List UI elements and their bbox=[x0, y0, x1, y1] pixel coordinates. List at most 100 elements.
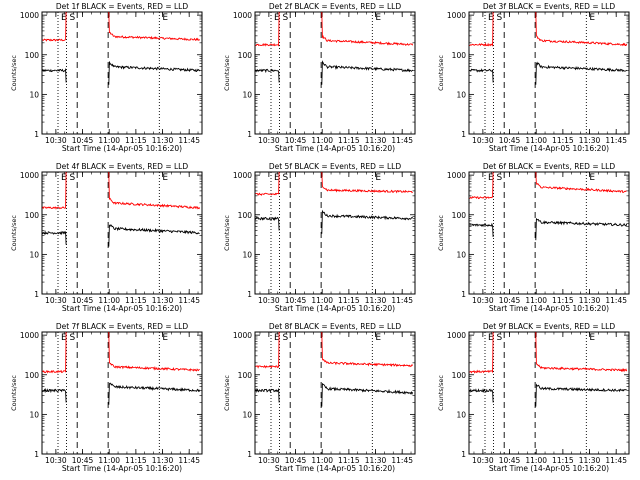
event-rate-line bbox=[321, 209, 413, 234]
lld-rate-line bbox=[255, 171, 280, 196]
y-tick-label: 10 bbox=[29, 410, 39, 419]
y-tick-label: 1 bbox=[34, 130, 39, 139]
x-tick-label: 11:15 bbox=[125, 456, 147, 465]
marker-label: E bbox=[61, 333, 67, 343]
y-tick-label: 1 bbox=[461, 130, 466, 139]
x-axis-label: Start Time (14-Apr-05 10:16:20) bbox=[275, 304, 395, 313]
x-tick-label: 10:45 bbox=[285, 456, 307, 465]
y-tick-label: 100 bbox=[25, 211, 40, 220]
detector-chart-3: Det 3f BLACK = Events, RED = LLD 1 10 100 10… bbox=[437, 2, 630, 153]
x-tick-label: 11:00 bbox=[525, 456, 547, 465]
plot-frame bbox=[468, 331, 630, 455]
x-tick-label: 11:30 bbox=[152, 136, 174, 145]
chart-title: Det 3f BLACK = Events, RED = LLD bbox=[482, 2, 615, 11]
event-rate-line bbox=[255, 387, 280, 403]
marker-label: E bbox=[488, 333, 494, 343]
lld-rate-line bbox=[42, 11, 67, 42]
y-tick-label: 1 bbox=[248, 290, 253, 299]
event-rate-line bbox=[468, 388, 494, 403]
x-tick-label: 11:45 bbox=[178, 456, 200, 465]
y-tick-label: 1000 bbox=[447, 11, 466, 20]
x-tick-label: 11:15 bbox=[125, 136, 147, 145]
event-rate-line bbox=[468, 222, 494, 238]
x-tick-label: 11:15 bbox=[552, 456, 574, 465]
marker-label: E bbox=[61, 13, 67, 23]
marker-label: E bbox=[589, 173, 595, 183]
event-rate-line bbox=[108, 382, 201, 405]
chart-title: Det 5f BLACK = Events, RED = LLD bbox=[269, 162, 402, 171]
marker-label: S bbox=[283, 13, 289, 23]
x-tick-label: 11:30 bbox=[365, 456, 387, 465]
y-axis-label: Counts/sec bbox=[437, 215, 445, 251]
x-tick-label: 11:45 bbox=[178, 136, 200, 145]
marker-label: S bbox=[496, 173, 502, 183]
x-axis-label: Start Time (14-Apr-05 10:16:20) bbox=[488, 304, 608, 313]
y-axis-label: Counts/sec bbox=[223, 55, 231, 91]
marker-label: E bbox=[61, 173, 67, 183]
x-tick-label: 11:00 bbox=[312, 296, 334, 305]
y-tick-label: 1000 bbox=[447, 331, 466, 340]
marker-label: S bbox=[283, 173, 289, 183]
y-tick-label: 1 bbox=[248, 130, 253, 139]
x-tick-label: 10:45 bbox=[498, 296, 520, 305]
y-tick-label: 100 bbox=[451, 371, 466, 380]
x-tick-label: 10:45 bbox=[498, 456, 520, 465]
detector-chart-6: Det 6f BLACK = Events, RED = LLD 1 10 100 10… bbox=[437, 162, 630, 313]
x-tick-label: 11:00 bbox=[98, 136, 120, 145]
y-tick-label: 100 bbox=[25, 51, 40, 60]
lld-rate-line bbox=[321, 11, 414, 46]
x-axis-label: Start Time (14-Apr-05 10:16:20) bbox=[62, 464, 182, 473]
marker-label: S bbox=[70, 13, 76, 23]
x-tick-label: 10:45 bbox=[72, 296, 94, 305]
marker-label: E bbox=[376, 173, 382, 183]
chart-title: Det 8f BLACK = Events, RED = LLD bbox=[269, 322, 402, 331]
x-tick-label: 11:30 bbox=[152, 296, 174, 305]
lld-rate-line bbox=[255, 331, 280, 369]
plot-frame bbox=[41, 331, 203, 455]
y-tick-label: 1000 bbox=[20, 11, 39, 20]
y-axis-label: Counts/sec bbox=[10, 375, 18, 411]
x-tick-label: 11:45 bbox=[605, 136, 627, 145]
lld-rate-line bbox=[321, 331, 414, 368]
x-axis-label: Start Time (14-Apr-05 10:16:20) bbox=[275, 464, 395, 473]
event-rate-line bbox=[108, 61, 201, 85]
marker-label: E bbox=[162, 13, 168, 23]
plot-frame bbox=[41, 11, 203, 135]
event-rate-line bbox=[42, 67, 67, 83]
y-axis-label: Counts/sec bbox=[223, 375, 231, 411]
x-tick-label: 11:30 bbox=[365, 136, 387, 145]
x-tick-label: 10:30 bbox=[258, 136, 280, 145]
x-tick-label: 10:45 bbox=[285, 136, 307, 145]
x-axis-label: Start Time (14-Apr-05 10:16:20) bbox=[62, 304, 182, 313]
y-tick-label: 1000 bbox=[233, 171, 252, 180]
event-rate-line bbox=[42, 387, 67, 403]
event-rate-line bbox=[534, 61, 627, 85]
y-axis-label: Counts/sec bbox=[10, 55, 18, 91]
y-tick-label: 10 bbox=[243, 250, 253, 259]
x-tick-label: 10:45 bbox=[498, 136, 520, 145]
x-tick-label: 11:45 bbox=[605, 456, 627, 465]
y-tick-label: 1000 bbox=[447, 171, 466, 180]
marker-label: S bbox=[283, 333, 289, 343]
x-tick-label: 10:30 bbox=[258, 296, 280, 305]
lld-rate-line bbox=[468, 11, 494, 47]
chart-title: Det 2f BLACK = Events, RED = LLD bbox=[269, 2, 402, 11]
y-tick-label: 10 bbox=[456, 250, 466, 259]
x-tick-label: 10:45 bbox=[72, 136, 94, 145]
x-axis-label: Start Time (14-Apr-05 10:16:20) bbox=[488, 144, 608, 153]
x-tick-label: 10:45 bbox=[285, 296, 307, 305]
y-tick-label: 100 bbox=[451, 51, 466, 60]
detector-chart-1: Det 1f BLACK = Events, RED = LLD 1 10 100 10… bbox=[10, 2, 203, 153]
detector-chart-5: Det 5f BLACK = Events, RED = LLD 1 10 100 10… bbox=[223, 162, 416, 313]
marker-label: E bbox=[274, 173, 280, 183]
y-tick-label: 10 bbox=[29, 90, 39, 99]
event-rate-line bbox=[255, 216, 280, 231]
y-tick-label: 100 bbox=[451, 211, 466, 220]
y-tick-label: 100 bbox=[238, 211, 253, 220]
lld-rate-line bbox=[42, 331, 67, 374]
event-rate-line bbox=[255, 68, 280, 83]
event-rate-line bbox=[108, 224, 200, 247]
y-tick-label: 10 bbox=[456, 410, 466, 419]
x-tick-label: 11:30 bbox=[578, 456, 600, 465]
